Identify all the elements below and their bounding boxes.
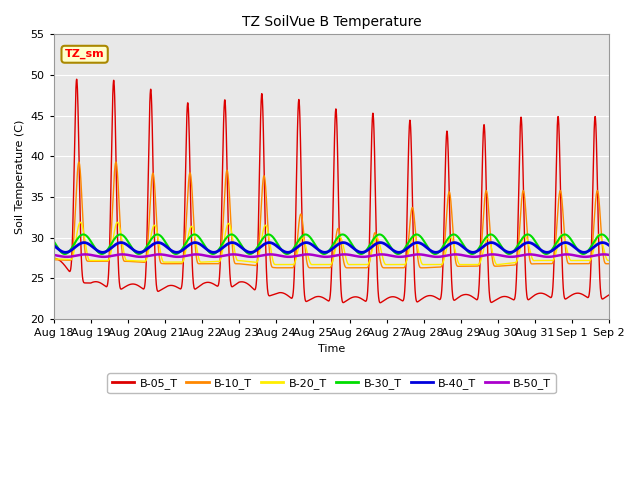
B-10_T xyxy=(272,265,280,271)
X-axis label: Time: Time xyxy=(318,344,345,354)
B-50_T xyxy=(605,252,613,258)
B-05_T xyxy=(113,221,121,227)
B-05_T xyxy=(50,255,58,261)
B-20_T xyxy=(50,256,58,262)
B-05_T xyxy=(147,91,154,96)
Line: B-20_T: B-20_T xyxy=(54,222,609,264)
B-40_T xyxy=(147,243,154,249)
B-40_T xyxy=(287,249,295,254)
B-50_T xyxy=(263,252,271,257)
B-30_T xyxy=(535,244,543,250)
Line: B-05_T: B-05_T xyxy=(54,79,609,303)
B-40_T xyxy=(535,245,543,251)
B-05_T xyxy=(605,292,613,298)
B-20_T xyxy=(605,258,613,264)
B-05_T xyxy=(535,290,543,296)
B-40_T xyxy=(598,240,606,245)
B-05_T xyxy=(73,76,81,82)
B-10_T xyxy=(595,193,602,199)
B-40_T xyxy=(595,241,602,247)
B-10_T xyxy=(605,261,613,266)
B-30_T xyxy=(287,249,295,255)
B-20_T xyxy=(113,219,121,225)
B-20_T xyxy=(287,262,295,267)
B-20_T xyxy=(272,262,280,267)
B-50_T xyxy=(50,252,58,258)
B-50_T xyxy=(147,252,154,258)
B-20_T xyxy=(77,219,84,225)
B-30_T xyxy=(595,233,602,239)
B-20_T xyxy=(595,232,602,238)
B-30_T xyxy=(263,232,271,238)
Title: TZ SoilVue B Temperature: TZ SoilVue B Temperature xyxy=(242,15,421,29)
B-50_T xyxy=(287,254,295,260)
Line: B-30_T: B-30_T xyxy=(54,234,609,254)
B-40_T xyxy=(605,242,613,248)
B-10_T xyxy=(147,199,154,204)
B-20_T xyxy=(263,225,271,230)
B-05_T xyxy=(376,300,384,306)
Text: TZ_sm: TZ_sm xyxy=(65,49,104,60)
B-30_T xyxy=(598,231,605,237)
B-05_T xyxy=(263,278,271,284)
B-30_T xyxy=(147,238,154,244)
B-50_T xyxy=(535,252,543,258)
B-40_T xyxy=(263,240,271,246)
B-10_T xyxy=(263,205,271,211)
B-30_T xyxy=(50,239,58,244)
B-50_T xyxy=(63,254,70,260)
Line: B-50_T: B-50_T xyxy=(54,254,609,257)
Legend: B-05_T, B-10_T, B-20_T, B-30_T, B-40_T, B-50_T: B-05_T, B-10_T, B-20_T, B-30_T, B-40_T, … xyxy=(108,373,556,393)
B-50_T xyxy=(600,252,607,257)
Line: B-10_T: B-10_T xyxy=(54,162,609,268)
B-40_T xyxy=(50,242,58,248)
B-30_T xyxy=(605,239,613,244)
B-05_T xyxy=(287,295,295,301)
B-10_T xyxy=(75,159,83,165)
Line: B-40_T: B-40_T xyxy=(54,242,609,252)
B-10_T xyxy=(50,257,58,263)
B-40_T xyxy=(61,250,69,255)
Y-axis label: Soil Temperature (C): Soil Temperature (C) xyxy=(15,120,25,234)
B-20_T xyxy=(535,258,543,264)
B-05_T xyxy=(595,239,602,245)
B-50_T xyxy=(113,252,121,258)
B-20_T xyxy=(147,238,154,243)
B-10_T xyxy=(113,168,121,173)
B-50_T xyxy=(595,252,602,258)
B-30_T xyxy=(113,233,121,239)
B-40_T xyxy=(113,241,121,247)
B-10_T xyxy=(535,261,543,266)
B-10_T xyxy=(287,265,295,271)
B-30_T xyxy=(61,251,68,257)
